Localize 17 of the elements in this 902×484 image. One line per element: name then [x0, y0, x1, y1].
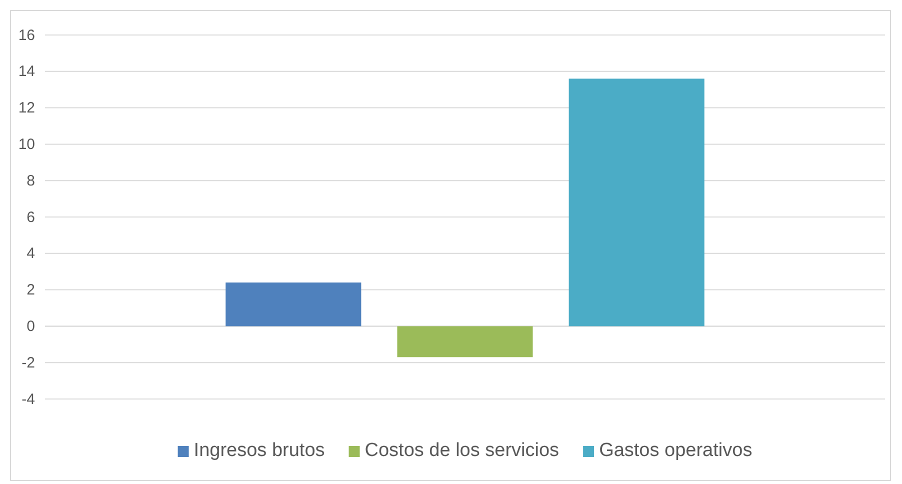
bar — [226, 282, 362, 326]
y-tick-label: 4 — [26, 245, 35, 262]
legend-label: Ingresos brutos — [194, 440, 325, 461]
legend-label: Gastos operativos — [599, 440, 752, 461]
y-tick-label: 6 — [26, 208, 35, 226]
y-tick-label: 2 — [26, 282, 35, 299]
bar — [568, 78, 704, 326]
legend-label: Costos de los servicios — [364, 440, 560, 461]
y-tick-label: -4 — [22, 390, 35, 408]
y-tick-label: 0 — [26, 318, 35, 335]
y-tick-label: 8 — [26, 172, 35, 190]
y-tick-label: 12 — [18, 100, 35, 117]
y-tick-label: 14 — [18, 63, 35, 80]
y-tick-label: -2 — [22, 354, 35, 372]
bar — [397, 326, 533, 358]
y-tick-label: 16 — [18, 26, 35, 44]
y-tick-label: 10 — [18, 136, 35, 153]
